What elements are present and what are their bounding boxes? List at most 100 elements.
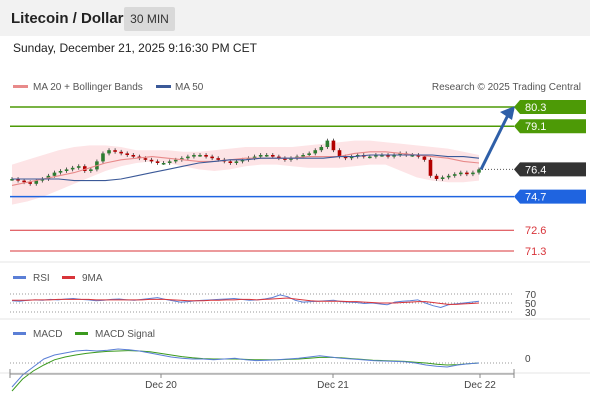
candle-body xyxy=(34,180,39,184)
candle-body xyxy=(452,174,457,176)
rsi-tick-50: 50 xyxy=(525,299,537,310)
price-box-2 xyxy=(514,162,586,177)
price-label-2: 76.4 xyxy=(525,164,546,176)
candle-body xyxy=(76,166,81,168)
candle-body xyxy=(446,175,451,178)
candle-body xyxy=(313,150,318,154)
candle-body xyxy=(270,155,275,157)
candle-body xyxy=(240,159,245,162)
research-credit: Research © 2025 Trading Central xyxy=(432,82,581,93)
candle-body xyxy=(58,171,63,173)
candle-body xyxy=(349,156,354,159)
candle-body xyxy=(331,140,336,151)
macd-line xyxy=(11,348,480,388)
rsi-tick-70: 70 xyxy=(525,290,537,301)
candle-body xyxy=(10,179,14,181)
candle-body xyxy=(343,156,348,159)
candle-body xyxy=(186,156,190,159)
candle-body xyxy=(428,159,433,176)
candle-body xyxy=(398,153,402,155)
candle-body xyxy=(155,161,160,163)
candle-body xyxy=(380,155,384,157)
candle-body xyxy=(82,166,87,171)
candle-body xyxy=(52,172,57,176)
candle-body xyxy=(192,155,196,157)
candle-body xyxy=(40,179,45,181)
candle-body xyxy=(125,153,130,155)
candle-body xyxy=(368,156,372,159)
candle-body xyxy=(459,172,463,175)
candle-body xyxy=(434,175,439,179)
candle-body xyxy=(22,180,26,183)
candle-body xyxy=(64,169,69,171)
candle-body xyxy=(392,155,396,157)
price-box-3 xyxy=(514,189,586,204)
rsi-legend-label: RSI xyxy=(33,273,50,284)
ma20-line xyxy=(11,151,480,186)
price-label-0: 80.3 xyxy=(525,102,546,114)
candle-body xyxy=(301,155,305,157)
x-label-dec20: Dec 20 xyxy=(145,380,177,391)
macd-legend-label: MACD xyxy=(33,329,62,340)
candle-body xyxy=(113,150,117,152)
rsi-ma-line xyxy=(12,297,480,305)
candle-body xyxy=(307,153,311,155)
rsi-legend-swatch xyxy=(13,276,26,279)
candle-body xyxy=(422,156,427,160)
price-label-5: 71.3 xyxy=(525,246,546,258)
candle-body xyxy=(161,163,166,165)
macd-legend-swatch xyxy=(13,332,26,335)
interval-button[interactable]: 30 MIN xyxy=(124,7,175,31)
ma20-legend-swatch xyxy=(13,85,28,88)
candle-body xyxy=(167,161,172,163)
candle-body xyxy=(289,158,293,160)
candle-body xyxy=(131,155,136,157)
candle-body xyxy=(374,155,378,157)
candle-body xyxy=(70,167,75,170)
candle-body xyxy=(228,161,233,163)
candle-body xyxy=(119,151,123,154)
ma50-legend-label: MA 50 xyxy=(175,82,204,93)
candle-body xyxy=(173,159,178,162)
macd-signal-legend-swatch xyxy=(75,332,88,335)
candle-body xyxy=(386,155,390,157)
projection-arrow xyxy=(479,114,510,171)
ma50-legend-swatch xyxy=(156,85,171,88)
candle-body xyxy=(149,159,154,162)
candle-body xyxy=(89,169,93,171)
instrument-title: Litecoin / Dollar xyxy=(11,10,124,27)
candle-body xyxy=(337,150,342,157)
price-label-4: 72.6 xyxy=(525,225,546,237)
candle-body xyxy=(325,140,330,147)
rsi-ma-legend-label: 9MA xyxy=(82,273,103,284)
timestamp: Sunday, December 21, 2025 9:16:30 PM CET xyxy=(13,41,257,55)
candle-body xyxy=(252,156,257,159)
candle-body xyxy=(465,172,469,175)
macd-signal-line xyxy=(11,350,480,392)
rsi-ma-legend-swatch xyxy=(62,276,75,279)
candle-body xyxy=(440,177,445,179)
x-label-dec21: Dec 21 xyxy=(317,380,349,391)
candle-body xyxy=(277,156,281,159)
top-bar: Litecoin / Dollar 30 MIN xyxy=(0,0,590,36)
candle-body xyxy=(107,150,111,154)
ma50-line xyxy=(12,154,480,182)
projection-arrow-head xyxy=(500,106,515,120)
candle-body xyxy=(410,155,415,157)
candle-body xyxy=(416,155,421,157)
candle-body xyxy=(143,158,148,160)
candle-body xyxy=(283,158,287,160)
candle-body xyxy=(204,155,208,157)
bollinger-band xyxy=(12,140,479,205)
candle-body xyxy=(180,158,184,160)
rsi-line xyxy=(11,294,480,309)
candle-body xyxy=(198,155,202,157)
candle-body xyxy=(16,179,20,181)
candle-body xyxy=(28,182,32,184)
candle-body xyxy=(319,147,324,151)
macd-tick-0: 0 xyxy=(525,354,531,365)
candle-body xyxy=(264,155,269,157)
candle-body xyxy=(101,153,105,162)
candle-body xyxy=(234,161,239,163)
